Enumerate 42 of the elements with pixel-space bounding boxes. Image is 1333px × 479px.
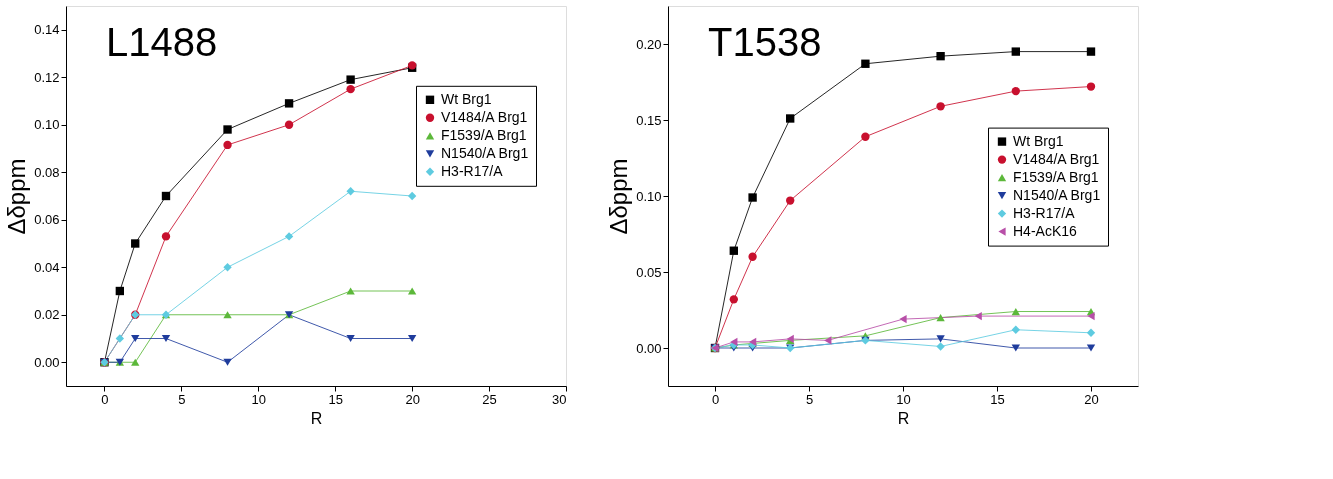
legend-label: V1484/A Brg1: [441, 108, 528, 125]
chart-title: T1538: [708, 20, 822, 64]
y-tick-label: 0.14: [34, 22, 60, 38]
y-tick-label: 0.10: [636, 188, 662, 204]
y-tick-label: 0.20: [636, 36, 662, 52]
x-tick-label: 0: [101, 391, 109, 407]
y-axis-title: Δδppm: [605, 158, 633, 235]
legend-label: H3-R17/A: [1013, 204, 1076, 221]
x-tick-label: 30: [552, 391, 567, 407]
x-tick-label: 10: [251, 391, 267, 407]
x-tick-label: 5: [178, 391, 186, 407]
x-tick-label: 25: [482, 391, 497, 407]
y-tick-label: 0.08: [34, 164, 60, 180]
y-tick-label: 0.00: [34, 354, 60, 370]
legend-label: Wt Brg1: [441, 90, 492, 107]
legend-label: Wt Brg1: [1013, 132, 1064, 149]
legend-label: N1540/A Brg1: [1013, 186, 1101, 203]
y-tick-label: 0.02: [34, 307, 60, 323]
y-tick-label: 0.04: [34, 259, 60, 275]
y-tick-label: 0.12: [34, 69, 60, 85]
chart-title: L1488: [106, 20, 218, 64]
legend-label: F1539/A Brg1: [1013, 168, 1099, 185]
y-tick-label: 0.15: [636, 112, 662, 128]
x-tick-label: 15: [990, 391, 1005, 407]
y-tick-label: 0.10: [34, 117, 60, 133]
x-tick-label: 10: [896, 391, 911, 407]
x-tick-label: 20: [1084, 391, 1099, 407]
legend-label: H4-AcK16: [1013, 222, 1078, 239]
legend-label: N1540/A Brg1: [441, 144, 529, 161]
x-tick-label: 0: [711, 391, 720, 407]
x-tick-label: 20: [405, 391, 420, 407]
x-tick-label: 5: [805, 391, 814, 407]
x-axis-title: R: [310, 409, 323, 427]
y-tick-label: 0.06: [34, 212, 60, 228]
y-tick-label: 0.05: [636, 264, 662, 280]
x-tick-label: 15: [328, 391, 343, 407]
y-axis-title: Δδppm: [3, 158, 31, 235]
legend-label: V1484/A Brg1: [1013, 150, 1100, 167]
y-tick-label: 0.00: [636, 340, 662, 356]
legend-label: F1539/A Brg1: [441, 126, 527, 143]
x-axis-title: R: [897, 409, 910, 427]
legend-label: H3-R17/A: [441, 162, 504, 179]
